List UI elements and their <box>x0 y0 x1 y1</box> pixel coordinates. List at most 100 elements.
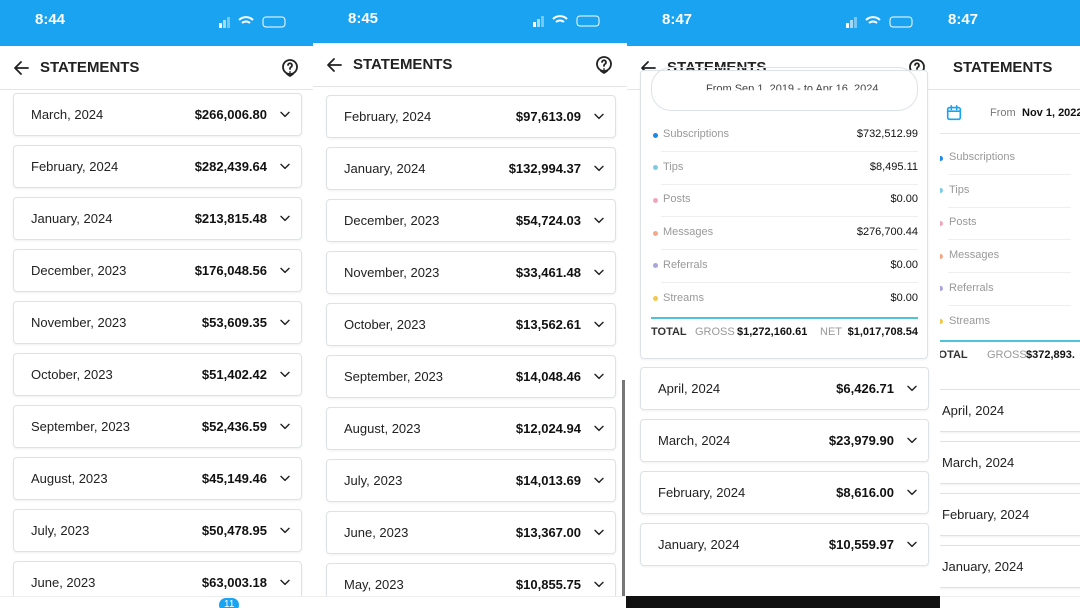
month-label: April, 2024 <box>942 403 1005 418</box>
statement-row[interactable]: March, 2024 <box>940 441 1080 484</box>
gross-label: GROSS <box>695 326 735 339</box>
statement-row[interactable]: December, 2023 $54,724.03 <box>326 199 616 242</box>
statement-row[interactable]: January, 2024 $213,815.48 <box>13 197 302 240</box>
date-from: Nov 1, 2022 <box>1022 107 1080 119</box>
net-amount: $1,017,708.54 <box>847 326 918 339</box>
statement-row[interactable]: July, 2023 $50,478.95 <box>13 509 302 552</box>
expand-chevron[interactable] <box>591 264 607 280</box>
statement-row[interactable]: October, 2023 $13,562.61 <box>326 303 616 346</box>
statement-row[interactable]: June, 2023 $13,367.00 <box>326 511 616 554</box>
breakdown-name: Referrals <box>663 258 708 271</box>
expand-chevron[interactable] <box>277 262 293 278</box>
breakdown-name: Posts <box>949 216 977 229</box>
expand-chevron[interactable] <box>904 484 920 500</box>
header-divider <box>0 89 313 90</box>
phone-panel: 8:47 STATEMENTS From Sep 1, 2019 - to Apr … <box>627 0 940 608</box>
legend-dot <box>653 296 658 301</box>
month-label: November, 2023 <box>31 315 127 330</box>
statement-row[interactable]: January, 2024 $10,559.97 <box>640 523 929 566</box>
expand-chevron[interactable] <box>591 368 607 384</box>
expand-chevron[interactable] <box>591 472 607 488</box>
status-bar <box>313 0 627 43</box>
statement-row[interactable]: April, 2024 <box>940 389 1080 432</box>
expand-chevron[interactable] <box>591 420 607 436</box>
expand-chevron[interactable] <box>591 108 607 124</box>
back-button[interactable] <box>12 58 32 78</box>
expand-chevron[interactable] <box>904 432 920 448</box>
gross-label: GROSS <box>987 349 1027 362</box>
statement-row[interactable]: February, 2024 <box>940 493 1080 536</box>
expand-chevron[interactable] <box>277 106 293 122</box>
status-icons <box>219 15 289 29</box>
expand-chevron[interactable] <box>591 316 607 332</box>
breakdown-name: Streams <box>663 291 704 304</box>
status-time: 8:47 <box>948 11 979 28</box>
expand-chevron[interactable] <box>277 574 293 590</box>
back-button[interactable] <box>325 55 345 75</box>
row-divider <box>661 281 918 283</box>
month-amount: $97,613.09 <box>515 109 581 124</box>
breakdown-name: Messages <box>663 226 714 239</box>
month-amount: $23,979.90 <box>828 433 894 448</box>
legend-dot <box>653 230 658 236</box>
statement-row[interactable]: February, 2024 $8,616.00 <box>640 471 929 514</box>
month-amount: $10,559.97 <box>828 537 894 552</box>
status-icons <box>846 15 916 29</box>
month-label: January, 2024 <box>344 161 426 176</box>
statement-row[interactable]: December, 2023 $176,048.56 <box>13 249 302 292</box>
row-divider <box>661 216 918 218</box>
month-amount: $33,461.48 <box>515 265 581 280</box>
breakdown-name: Referrals <box>949 281 994 294</box>
month-amount: $45,149.46 <box>201 471 267 486</box>
gross-amount: $1,272,160.61 <box>737 326 808 339</box>
statement-row[interactable]: January, 2024 <box>940 545 1080 588</box>
statement-row[interactable]: March, 2024 $23,979.90 <box>640 419 929 462</box>
statement-row[interactable]: September, 2023 $52,436.59 <box>13 405 302 448</box>
row-divider <box>661 249 918 251</box>
month-label: July, 2023 <box>31 523 90 538</box>
statement-row[interactable]: January, 2024 $132,994.37 <box>326 147 616 190</box>
breakdown-name: Messages <box>949 249 1000 262</box>
statement-row[interactable]: July, 2023 $14,013.69 <box>326 459 616 502</box>
help-button[interactable] <box>594 55 614 75</box>
expand-chevron[interactable] <box>904 536 920 552</box>
help-button[interactable] <box>280 58 300 78</box>
statement-row[interactable]: September, 2023 $14,048.46 <box>326 355 616 398</box>
statement-row[interactable]: November, 2023 $33,461.48 <box>326 251 616 294</box>
gross-amount: $372,893. <box>1026 349 1075 362</box>
row-divider <box>948 304 1071 306</box>
expand-chevron[interactable] <box>904 380 920 396</box>
expand-chevron[interactable] <box>277 418 293 434</box>
expand-chevron[interactable] <box>591 524 607 540</box>
statement-row[interactable]: February, 2024 $97,613.09 <box>326 95 616 138</box>
month-label: August, 2023 <box>31 471 108 486</box>
statement-row[interactable]: August, 2023 $45,149.46 <box>13 457 302 500</box>
expand-chevron[interactable] <box>277 210 293 226</box>
expand-chevron[interactable] <box>277 470 293 486</box>
expand-chevron[interactable] <box>591 212 607 228</box>
phone-panel: 8:45 STATEMENTS February, 2024 $97,613.09 Ja… <box>313 0 627 608</box>
expand-chevron[interactable] <box>277 158 293 174</box>
calendar-icon[interactable] <box>945 104 963 122</box>
month-label: February, 2024 <box>942 507 1030 522</box>
expand-chevron[interactable] <box>277 366 293 382</box>
statement-row[interactable]: February, 2024 $282,439.64 <box>13 145 302 188</box>
row-divider <box>948 239 1071 241</box>
statement-row[interactable]: April, 2024 $6,426.71 <box>640 367 929 410</box>
expand-chevron[interactable] <box>591 576 607 592</box>
statement-row[interactable]: November, 2023 $53,609.35 <box>13 301 302 344</box>
row-divider <box>661 151 918 152</box>
statement-row[interactable]: October, 2023 $51,402.42 <box>13 353 302 396</box>
status-time: 8:45 <box>348 9 379 27</box>
notification-badge: 11 <box>219 598 240 608</box>
legend-dot <box>940 319 943 324</box>
expand-chevron[interactable] <box>277 314 293 330</box>
expand-chevron[interactable] <box>591 160 607 176</box>
month-label: August, 2023 <box>344 421 421 436</box>
expand-chevron[interactable] <box>277 522 293 538</box>
legend-dot <box>653 132 658 138</box>
bottom-nav <box>313 596 627 608</box>
statement-row[interactable]: March, 2024 $266,006.80 <box>13 93 302 136</box>
statement-row[interactable]: August, 2023 $12,024.94 <box>326 407 616 450</box>
phone-panel: 8:44 STATEMENTS March, 2024 $266,006.80 Febr… <box>0 0 313 608</box>
